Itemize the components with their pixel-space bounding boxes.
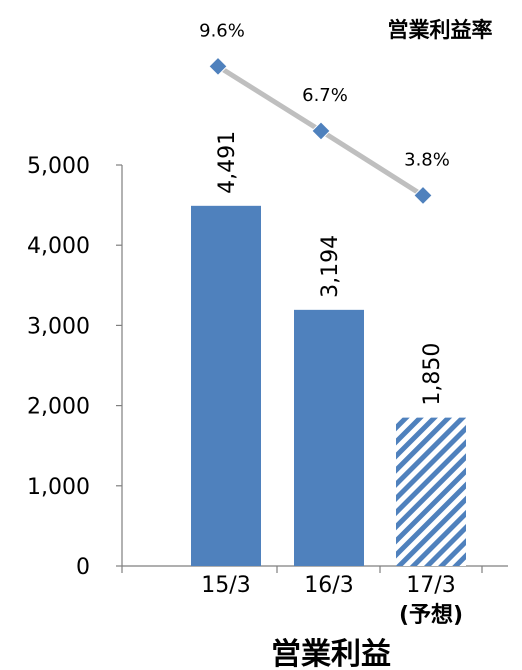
secondary-series-title: 営業利益率 bbox=[388, 18, 493, 42]
rate-marker bbox=[311, 121, 331, 141]
y-tick-label: 2,000 bbox=[27, 395, 90, 420]
y-axis: 0 1,000 2,000 3,000 4,000 5,000 bbox=[27, 154, 508, 580]
y-tick-label: 1,000 bbox=[27, 475, 90, 500]
bar-value-label: 4,491 bbox=[215, 131, 240, 194]
bar-value-label: 3,194 bbox=[318, 235, 343, 298]
y-tick-label: 0 bbox=[76, 555, 90, 580]
y-tick-label: 5,000 bbox=[27, 154, 90, 179]
x-category-label: 16/3 bbox=[304, 573, 353, 598]
rate-marker bbox=[208, 56, 228, 77]
bar-value-label: 1,850 bbox=[420, 343, 445, 406]
rate-value-label: 3.8% bbox=[404, 149, 450, 170]
bar-series: 4,491 15/3 3,194 16/3 1,850 17/3 (予想) bbox=[191, 131, 466, 628]
x-category-label: 15/3 bbox=[201, 573, 250, 598]
rate-value-label: 9.6% bbox=[199, 20, 245, 41]
y-tick-label: 3,000 bbox=[27, 314, 90, 339]
rate-line-series: 9.6% 6.7% 3.8% bbox=[199, 20, 450, 206]
y-tick-label: 4,000 bbox=[27, 234, 90, 259]
bar bbox=[191, 205, 261, 567]
bar bbox=[294, 309, 364, 566]
rate-value-label: 6.7% bbox=[302, 85, 348, 106]
bar-forecast bbox=[396, 417, 466, 566]
chart-title: 営業利益 bbox=[271, 637, 391, 670]
rate-marker bbox=[413, 185, 433, 206]
x-category-note: (予想) bbox=[399, 603, 463, 628]
x-category-label: 17/3 bbox=[406, 573, 455, 598]
